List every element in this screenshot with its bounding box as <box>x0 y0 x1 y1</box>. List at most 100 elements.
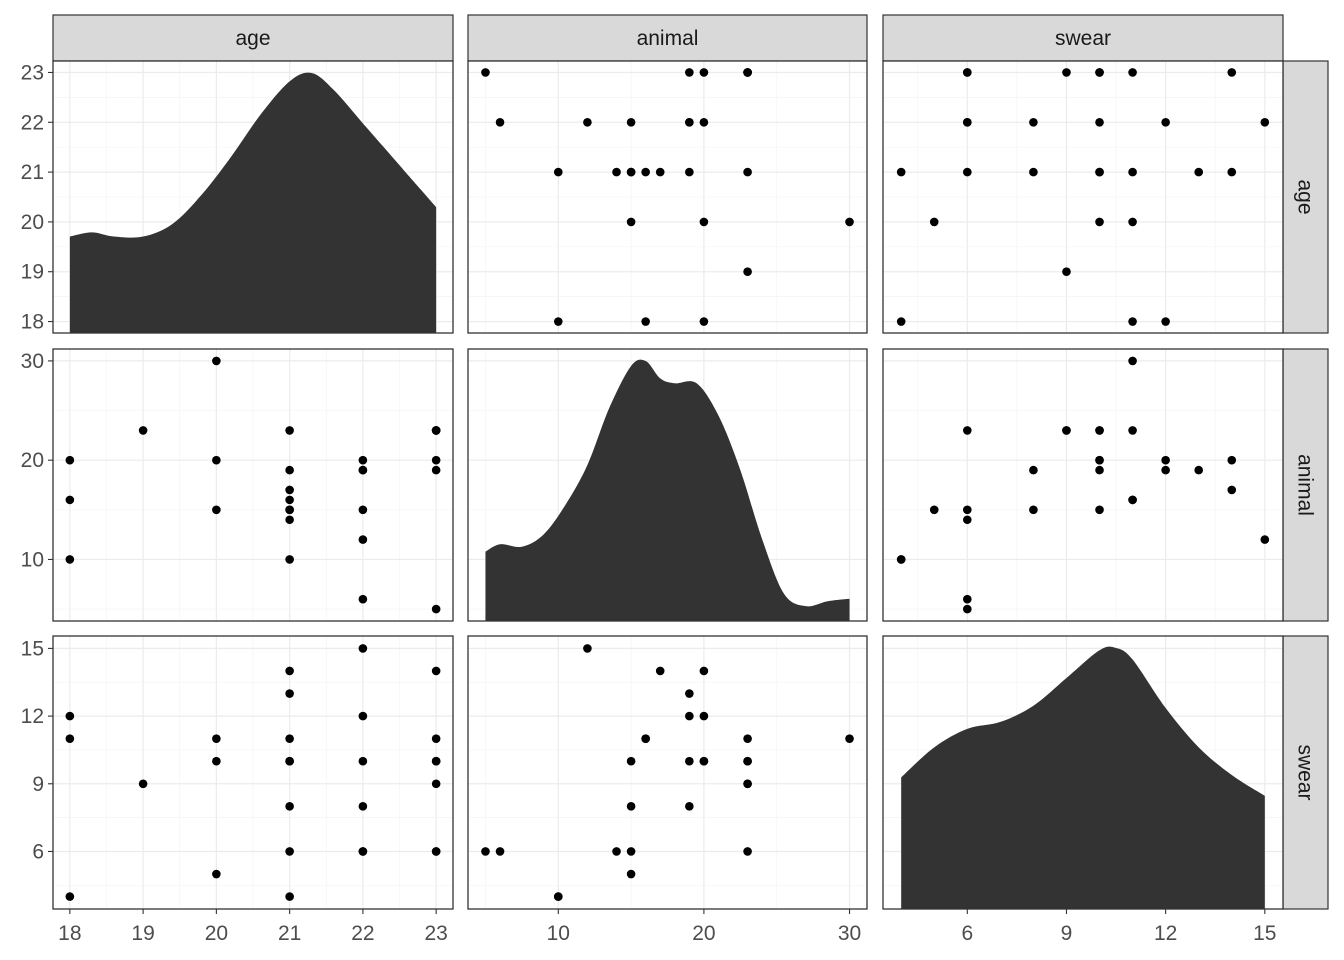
panel-animal-animal <box>467 348 868 622</box>
data-point <box>1095 68 1104 77</box>
density-age <box>69 72 437 333</box>
data-point <box>138 779 148 789</box>
data-point <box>65 555 75 564</box>
data-point <box>1227 455 1237 465</box>
data-point <box>358 465 368 475</box>
panel-age-swear <box>882 60 1284 334</box>
strip-right-animal: animal <box>1282 348 1329 622</box>
strip-right-swear: swear <box>1282 635 1329 910</box>
data-point <box>1029 465 1038 475</box>
data-point <box>431 426 441 435</box>
y-tick-label: 10 <box>21 548 44 571</box>
data-point <box>1161 117 1170 127</box>
x-axis-animal: 10 20 30 <box>547 909 861 945</box>
x-axis-swear: 6 9 12 15 <box>961 909 1276 945</box>
data-point <box>743 734 752 743</box>
data-point <box>685 167 694 177</box>
data-point <box>962 515 972 525</box>
y-tick-label: 12 <box>21 705 44 728</box>
data-point <box>641 734 650 743</box>
data-point <box>1095 455 1104 465</box>
data-point <box>1128 68 1137 77</box>
data-point <box>699 317 709 326</box>
x-tick-label: 30 <box>838 922 861 945</box>
data-point <box>743 68 752 77</box>
y-tick-label: 20 <box>21 211 44 234</box>
data-point <box>685 756 694 766</box>
data-point <box>65 892 75 901</box>
data-point <box>285 485 294 495</box>
data-point <box>1260 535 1270 544</box>
data-point <box>1161 455 1170 465</box>
data-point <box>962 505 972 515</box>
x-tick-label: 6 <box>961 922 973 945</box>
data-point <box>962 426 972 435</box>
data-point <box>358 847 368 856</box>
data-point <box>1128 167 1137 177</box>
data-point <box>285 802 294 811</box>
data-point <box>743 167 752 177</box>
data-point <box>929 217 939 227</box>
data-point <box>626 217 636 227</box>
y-tick-label: 9 <box>32 773 44 796</box>
strip-top-label: age <box>235 27 270 50</box>
data-point <box>1194 465 1204 475</box>
data-point <box>358 802 368 811</box>
data-point <box>285 847 294 856</box>
y-tick-label: 23 <box>21 61 44 84</box>
panel-age-animal <box>467 60 868 334</box>
data-point <box>481 847 490 856</box>
data-point <box>1128 317 1137 326</box>
data-point <box>431 756 441 766</box>
data-point <box>553 892 563 901</box>
data-point <box>626 756 636 766</box>
data-point <box>1227 68 1237 77</box>
data-point <box>65 734 75 743</box>
data-point <box>1161 317 1170 326</box>
data-point <box>495 847 505 856</box>
y-tick-label: 15 <box>21 637 44 660</box>
data-point <box>1095 117 1104 127</box>
data-point <box>1161 465 1170 475</box>
data-point <box>285 689 294 698</box>
data-point <box>699 217 709 227</box>
y-tick-label: 19 <box>21 261 44 284</box>
y-tick-label: 6 <box>32 840 44 863</box>
data-point <box>1095 465 1104 475</box>
data-point <box>358 455 368 465</box>
data-point <box>1227 167 1237 177</box>
data-point <box>845 734 854 743</box>
data-point <box>929 505 939 515</box>
data-point <box>896 167 906 177</box>
data-point <box>699 756 709 766</box>
data-point <box>962 594 972 604</box>
y-axis-animal: 10 20 30 <box>21 350 53 571</box>
data-point <box>1260 117 1270 127</box>
data-point <box>1029 117 1038 127</box>
data-point <box>626 847 636 856</box>
data-point <box>626 167 636 177</box>
data-point <box>685 117 694 127</box>
data-point <box>612 847 621 856</box>
x-tick-label: 10 <box>547 922 570 945</box>
data-point <box>212 869 221 879</box>
data-point <box>655 167 665 177</box>
strip-right-label: age <box>1294 179 1317 214</box>
data-point <box>743 847 752 856</box>
x-axis-age: 18 19 20 21 22 23 <box>58 909 448 945</box>
y-tick-label: 18 <box>21 311 44 334</box>
y-tick-label: 30 <box>21 350 44 373</box>
strip-top-swear: swear <box>882 14 1284 62</box>
data-point <box>845 217 854 227</box>
data-point <box>743 267 752 277</box>
data-point <box>212 505 221 515</box>
density-animal <box>485 359 850 621</box>
data-point <box>285 495 294 505</box>
data-point <box>1029 167 1038 177</box>
data-point <box>285 465 294 475</box>
data-point <box>641 167 650 177</box>
data-point <box>685 802 694 811</box>
strip-right-label: swear <box>1294 744 1317 800</box>
data-point <box>655 666 665 676</box>
data-point <box>212 734 221 743</box>
